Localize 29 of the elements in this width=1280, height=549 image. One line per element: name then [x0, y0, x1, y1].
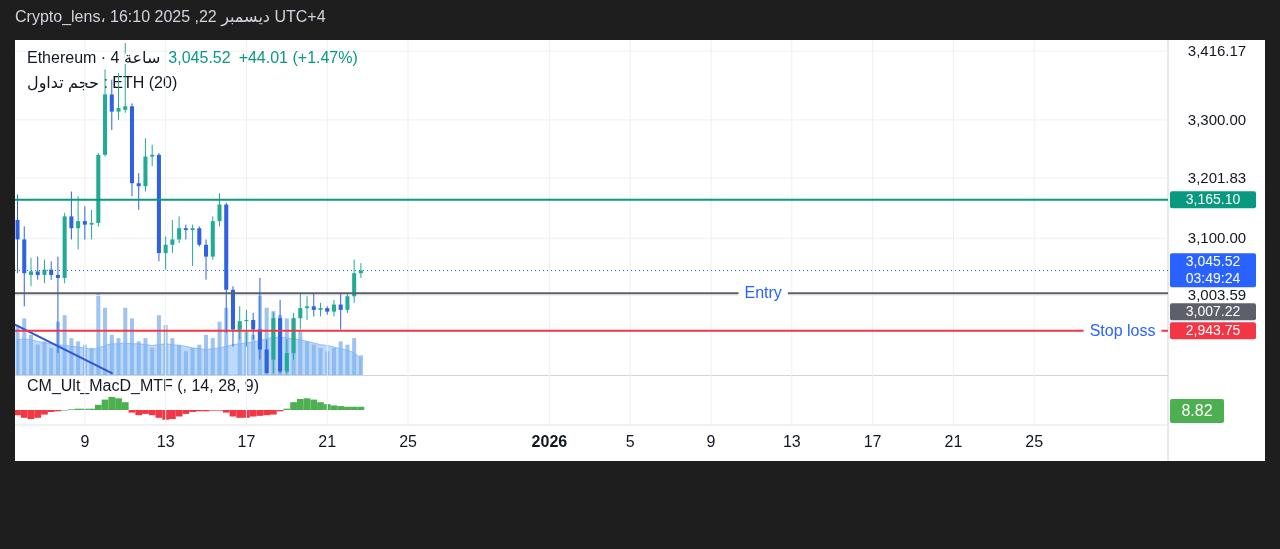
- text: 03:49:24: [1185, 270, 1241, 287]
- x-tick-label: 17: [863, 433, 882, 450]
- ref-line-label: 3,165.10: [1185, 191, 1241, 208]
- x-tick-label: 17: [237, 433, 256, 450]
- ref-line-label: 3,045.52: [1185, 253, 1241, 270]
- x-tick-label: 25: [399, 433, 418, 450]
- x-tick-label: 9: [706, 433, 716, 450]
- x-tick-label: 2026: [531, 433, 568, 450]
- y-tick-label: 3,201.83: [1187, 169, 1247, 187]
- chart-title: Crypto_lens، ديسمبر 22, 2025 16:10 UTC+4: [15, 8, 326, 27]
- y-tick-label: 3,416.17: [1187, 42, 1247, 60]
- x-tick-label: 21: [318, 433, 337, 450]
- x-tick-label: 21: [944, 433, 963, 450]
- annotation: +44.01 (+1.47%): [238, 49, 358, 66]
- chart-title: CM_Ult_MacD_MTF (, 14, 28, 9): [27, 377, 260, 395]
- annotation: Entry: [744, 284, 782, 302]
- x-tick-label: 13: [782, 433, 801, 450]
- x-tick-label: 5: [625, 433, 635, 450]
- y-tick-label: 3,003.59: [1187, 286, 1247, 304]
- y-tick-label: 3,300.00: [1187, 110, 1247, 128]
- ref-line-label: 3,007.22: [1185, 303, 1241, 320]
- ref-line-label: 2,943.75: [1185, 322, 1241, 339]
- x-tick-label: 25: [1025, 433, 1044, 450]
- text: 8.82: [1181, 402, 1213, 419]
- annotation: 3,045.52: [168, 49, 231, 66]
- x-tick-label: 13: [156, 433, 175, 450]
- y-tick-label: 3,100.00: [1187, 229, 1247, 247]
- annotation: Stop loss: [1089, 321, 1156, 339]
- x-tick-label: 9: [80, 433, 90, 450]
